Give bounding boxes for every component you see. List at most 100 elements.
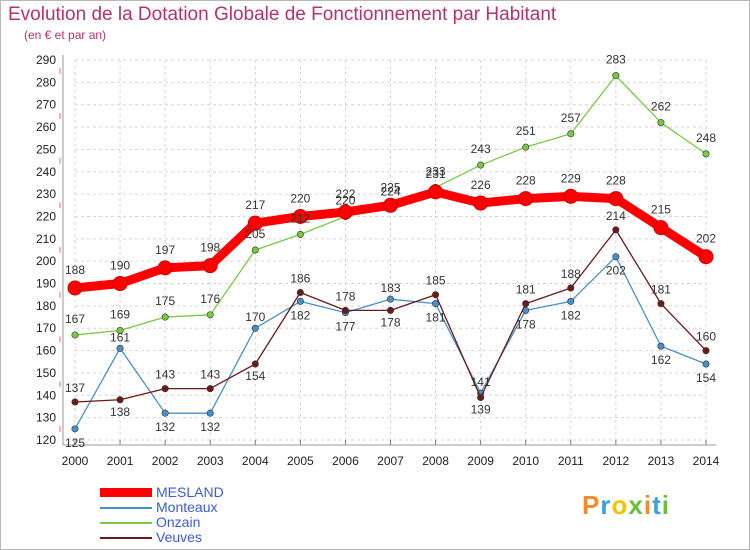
point-onzain-2010 — [522, 143, 530, 151]
point-veuves-2012 — [612, 226, 620, 234]
data-label-monteaux-2009: 141 — [471, 375, 491, 389]
data-label-monteaux-2002: 132 — [155, 420, 175, 434]
x-tick-label-2009: 2009 — [467, 454, 494, 468]
data-label-mesland-2000: 188 — [65, 263, 85, 277]
logo-letter: o — [611, 490, 629, 520]
y-tick-label-130: 130 — [36, 411, 56, 425]
legend-item-mesland[interactable]: MESLAND — [100, 484, 350, 500]
y-tick-label-230: 230 — [36, 187, 56, 201]
point-veuves-2002 — [161, 385, 169, 393]
point-mesland-2012 — [608, 191, 624, 207]
data-label-mesland-2002: 197 — [155, 243, 175, 257]
data-label-monteaux-2005: 182 — [290, 308, 310, 322]
point-mesland-2001 — [112, 276, 128, 292]
x-tick-label-2006: 2006 — [332, 454, 359, 468]
point-veuves-2009 — [477, 394, 485, 402]
data-labels: 125 161 132 132 170 182 177 183 181 141 178 182 202 1… — [65, 53, 716, 450]
data-label-monteaux-2007: 183 — [380, 281, 400, 295]
y-tick-label-170: 170 — [36, 321, 56, 335]
y-tick-label-160: 160 — [36, 344, 56, 358]
data-label-onzain-2004: 205 — [245, 227, 265, 241]
data-label-mesland-2010: 228 — [516, 174, 536, 188]
data-label-mesland-2008: 231 — [426, 167, 446, 181]
point-mesland-2002 — [157, 260, 173, 276]
data-label-veuves-2011: 188 — [561, 267, 581, 281]
y-tick-label-120: 120 — [36, 433, 56, 447]
data-label-onzain-2002: 175 — [155, 294, 175, 308]
data-label-veuves-2004: 154 — [245, 369, 265, 383]
y-tick-label-200: 200 — [36, 254, 56, 268]
x-tick-label-2001: 2001 — [107, 454, 134, 468]
y-tick-label-280: 280 — [36, 75, 56, 89]
point-monteaux-2012 — [612, 253, 620, 261]
series — [67, 72, 714, 433]
legend-label-veuves: Veuves — [156, 529, 202, 545]
data-label-mesland-2014: 202 — [696, 232, 716, 246]
data-label-mesland-2001: 190 — [110, 259, 130, 273]
legend-item-monteaux[interactable]: Monteaux — [100, 499, 350, 515]
chart-subtitle: (en € et par an) — [24, 28, 107, 42]
data-label-veuves-2012: 214 — [606, 209, 626, 223]
point-monteaux-2005 — [296, 297, 304, 305]
y-tick-label-180: 180 — [36, 299, 56, 313]
legend-label-monteaux: Monteaux — [156, 499, 218, 515]
legend-item-onzain[interactable]: Onzain — [100, 514, 350, 530]
point-mesland-2000 — [67, 280, 83, 296]
data-label-monteaux-2011: 182 — [561, 308, 581, 322]
point-monteaux-2008 — [432, 300, 440, 308]
data-label-onzain-2014: 248 — [696, 131, 716, 145]
data-label-mesland-2009: 226 — [471, 178, 491, 192]
data-label-monteaux-2006: 177 — [335, 320, 355, 334]
point-veuves-2000 — [71, 398, 79, 406]
data-label-onzain-2010: 251 — [516, 124, 536, 138]
point-veuves-2004 — [251, 360, 259, 368]
legend-swatch-veuves — [100, 537, 152, 539]
data-label-onzain-2003: 176 — [200, 292, 220, 306]
point-monteaux-2013 — [657, 342, 665, 350]
point-monteaux-2000 — [71, 425, 79, 433]
point-monteaux-2007 — [386, 295, 394, 303]
point-veuves-2005 — [296, 288, 304, 296]
data-label-onzain-2009: 243 — [471, 142, 491, 156]
point-onzain-2001 — [116, 326, 124, 334]
data-label-onzain-2001: 169 — [110, 307, 130, 321]
x-tick-label-2007: 2007 — [377, 454, 404, 468]
point-mesland-2013 — [653, 220, 669, 236]
data-label-veuves-2000: 137 — [65, 381, 85, 395]
x-tick-label-2004: 2004 — [242, 454, 269, 468]
legend-label-onzain: Onzain — [156, 514, 201, 530]
point-monteaux-2004 — [251, 324, 259, 332]
proxiti-logo: Proxiti — [582, 490, 670, 521]
point-veuves-2014 — [702, 347, 710, 355]
point-onzain-2000 — [71, 331, 79, 339]
data-label-onzain-2012: 283 — [606, 53, 626, 67]
point-monteaux-2002 — [161, 409, 169, 417]
logo-letter: i — [643, 490, 653, 520]
data-label-onzain-2005: 212 — [290, 211, 310, 225]
point-onzain-2014 — [702, 150, 710, 158]
point-veuves-2013 — [657, 300, 665, 308]
x-tick-label-2005: 2005 — [287, 454, 314, 468]
point-mesland-2007 — [383, 197, 398, 213]
data-label-mesland-2011: 229 — [561, 171, 581, 185]
y-tick-label-140: 140 — [36, 388, 56, 402]
data-label-monteaux-2014: 154 — [696, 371, 716, 385]
legend-swatch-mesland — [100, 488, 152, 497]
axes: 120 130 140 150 160 170 180 190 200 210 220 230 240 2… — [36, 53, 720, 468]
point-mesland-2014 — [698, 249, 714, 265]
data-label-mesland-2013: 215 — [651, 203, 671, 217]
logo-letter: x — [628, 490, 644, 520]
point-onzain-2005 — [296, 230, 304, 238]
data-label-monteaux-2004: 170 — [245, 310, 265, 324]
point-onzain-2011 — [567, 130, 575, 138]
point-veuves-2010 — [522, 300, 530, 308]
y-tick-label-270: 270 — [36, 98, 56, 112]
data-label-monteaux-2010: 178 — [516, 317, 536, 331]
data-label-monteaux-2013: 162 — [651, 353, 671, 367]
data-label-veuves-2001: 138 — [110, 405, 130, 419]
data-label-veuves-2002: 143 — [155, 368, 175, 382]
point-onzain-2009 — [477, 161, 485, 169]
point-veuves-2007 — [386, 306, 394, 314]
legend-item-veuves[interactable]: Veuves — [100, 529, 350, 545]
